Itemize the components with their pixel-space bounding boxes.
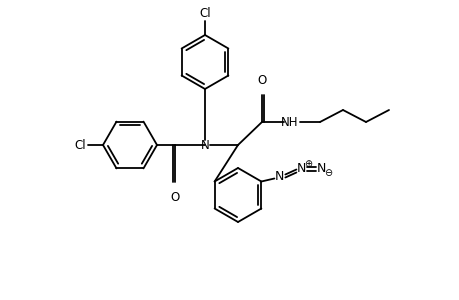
Text: N: N [316,162,325,175]
Text: NH: NH [280,116,298,128]
Text: N: N [296,162,305,175]
Text: ⊕: ⊕ [304,158,312,169]
Text: O: O [257,74,266,87]
Text: Cl: Cl [74,139,86,152]
Text: ⊖: ⊖ [324,169,332,178]
Text: Cl: Cl [199,7,210,20]
Text: N: N [274,170,284,183]
Text: N: N [200,139,209,152]
Text: O: O [170,191,179,204]
